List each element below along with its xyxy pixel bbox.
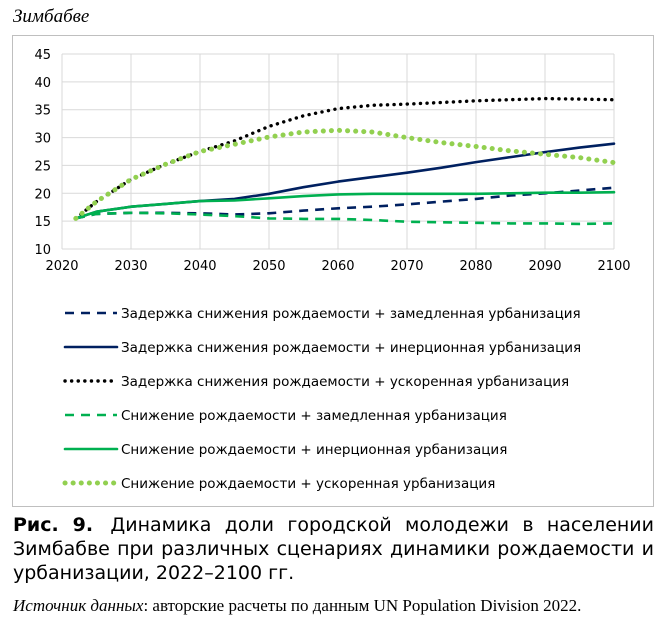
y-tick-label: 20 xyxy=(34,187,51,202)
line-chart: 10 15 20 25 30 35 40 45 2020 2030 2040 2050 2060 2070… xyxy=(34,48,630,492)
y-tick-label: 10 xyxy=(34,243,51,258)
y-tick-label: 45 xyxy=(34,48,51,63)
legend-label-4: Снижение рождаемости + замедленная урбан… xyxy=(121,408,507,424)
x-tick-label: 2020 xyxy=(45,259,78,274)
source-label: Источник данных xyxy=(13,596,144,615)
legend-label-3: Задержка снижения рождаемости + ускоренн… xyxy=(121,374,569,390)
series-line-4 xyxy=(75,211,615,226)
chart-frame: 10 15 20 25 30 35 40 45 2020 2030 2040 2050 2060 2070… xyxy=(12,35,654,507)
x-tick-label: 2100 xyxy=(597,259,630,274)
source-text: : авторские расчеты по данным UN Populat… xyxy=(143,596,582,615)
series-line-1 xyxy=(75,186,615,220)
figure-caption: Рис. 9. Динамика доли городской молодежи… xyxy=(13,513,654,585)
caption-text: Динамика доли городской молодежи в насел… xyxy=(13,514,654,584)
chart-country-title: Зимбабве xyxy=(13,6,90,27)
x-tick-label: 2050 xyxy=(252,259,285,274)
y-tick-label: 35 xyxy=(34,104,51,119)
y-tick-label: 15 xyxy=(34,215,51,230)
legend-label-1: Задержка снижения рождаемости + замедлен… xyxy=(121,306,581,322)
y-tick-label: 40 xyxy=(34,76,51,91)
legend-label-6: Снижение рождаемости + ускоренная урбани… xyxy=(121,476,495,492)
legend-label-5: Снижение рождаемости + инерционная урбан… xyxy=(121,442,507,458)
x-tick-label: 2040 xyxy=(183,259,216,274)
y-tick-label: 30 xyxy=(34,132,51,147)
series-line-3 xyxy=(74,96,616,221)
x-tick-label: 2070 xyxy=(390,259,423,274)
series-line-5 xyxy=(74,190,616,220)
x-tick-label: 2030 xyxy=(114,259,147,274)
x-tick-label: 2080 xyxy=(459,259,492,274)
legend-label-2: Задержка снижения рождаемости + инерцион… xyxy=(121,340,581,356)
x-tick-label: 2090 xyxy=(528,259,561,274)
series-line-6 xyxy=(73,127,617,221)
caption-label: Рис. 9. xyxy=(13,514,94,536)
figure-source: Источник данных: авторские расчеты по да… xyxy=(13,596,654,616)
y-tick-label: 25 xyxy=(34,159,51,174)
x-tick-label: 2060 xyxy=(321,259,354,274)
